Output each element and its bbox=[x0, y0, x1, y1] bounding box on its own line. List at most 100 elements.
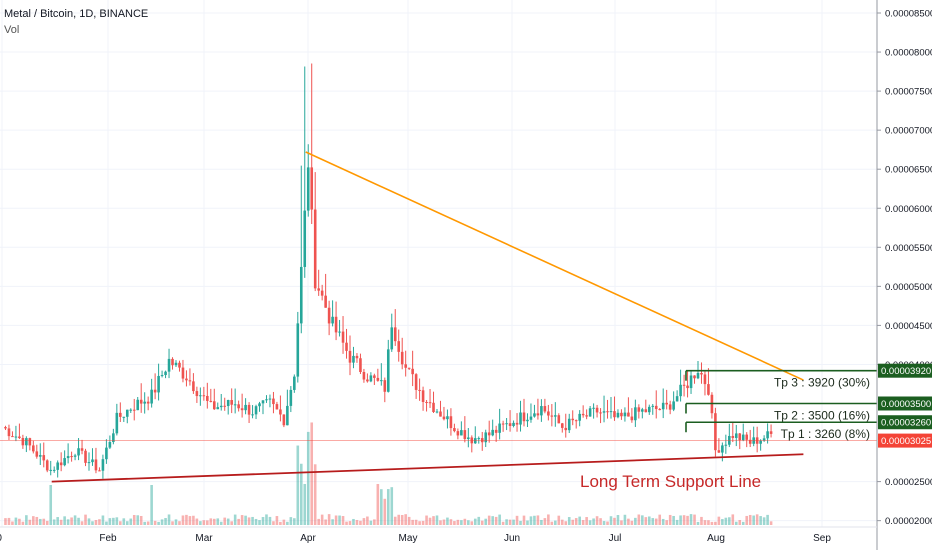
volume-bar bbox=[38, 518, 42, 525]
volume-bar bbox=[341, 516, 345, 525]
volume-bar bbox=[446, 517, 449, 525]
candle-body bbox=[543, 406, 547, 412]
candle-body bbox=[115, 412, 119, 434]
volume-bar bbox=[380, 489, 383, 525]
candle-body bbox=[237, 404, 240, 409]
candle-body bbox=[317, 288, 320, 291]
volume-bar bbox=[275, 516, 279, 525]
candle-body bbox=[254, 406, 258, 415]
volume-bar bbox=[550, 521, 554, 525]
volume-bar bbox=[153, 520, 157, 525]
volume-bar bbox=[543, 518, 547, 525]
volume-bar bbox=[226, 518, 230, 525]
volume-bar bbox=[439, 520, 442, 525]
volume-bar bbox=[623, 514, 627, 525]
volume-bar bbox=[35, 516, 39, 525]
volume-bar bbox=[755, 514, 759, 525]
candle-body bbox=[112, 433, 115, 443]
candles-layer bbox=[4, 63, 773, 479]
candle-body bbox=[265, 399, 268, 401]
candle-body bbox=[63, 458, 66, 466]
candle-body bbox=[498, 423, 501, 433]
volume-bar bbox=[536, 515, 540, 525]
price-tag-tp1 bbox=[878, 415, 932, 430]
volume-bar bbox=[595, 516, 599, 525]
price-axis[interactable]: 0.00008500 0.00008000 0.00007500 0.00007000… bbox=[876, 0, 932, 550]
candle-body bbox=[59, 462, 63, 466]
candle-body bbox=[668, 404, 672, 410]
volume-bar bbox=[529, 516, 533, 525]
candle-body bbox=[599, 412, 602, 414]
candle-body bbox=[25, 438, 28, 446]
volume-bar bbox=[244, 515, 247, 525]
candle-body bbox=[449, 416, 453, 429]
candle-body bbox=[703, 374, 707, 385]
candle-body bbox=[94, 459, 98, 471]
price-tag-label-current: 0.00003025 bbox=[881, 436, 931, 447]
volume-bar bbox=[87, 518, 91, 525]
candle-body bbox=[303, 210, 307, 267]
volume-bar bbox=[567, 517, 571, 525]
volume-bar bbox=[456, 519, 460, 525]
candle-body bbox=[77, 448, 80, 456]
candle-body bbox=[714, 413, 717, 451]
volume-bar bbox=[282, 519, 286, 525]
candle-body bbox=[644, 409, 648, 413]
candle-body bbox=[289, 389, 293, 406]
price-tick-label: 0.00004500 bbox=[885, 321, 932, 332]
volume-bar bbox=[682, 515, 686, 525]
volume-bar bbox=[181, 515, 185, 525]
candle-body bbox=[38, 455, 42, 457]
volume-bar bbox=[693, 514, 696, 525]
candle-body bbox=[199, 395, 202, 397]
candle-body bbox=[512, 422, 515, 426]
volume-bar bbox=[42, 518, 46, 525]
time-axis[interactable]: 2020 Feb Mar Apr May Jun Jul Aug Sep bbox=[0, 526, 877, 544]
candle-body bbox=[160, 375, 164, 377]
candle-body bbox=[348, 350, 352, 363]
volume-bar bbox=[421, 520, 425, 525]
candle-body bbox=[400, 351, 404, 365]
candle-body bbox=[435, 411, 439, 413]
volume-bar bbox=[98, 519, 101, 525]
candle-body bbox=[212, 401, 216, 410]
price-tick-label: 0.00007500 bbox=[885, 87, 932, 98]
candle-body bbox=[745, 434, 749, 440]
candle-body bbox=[407, 367, 411, 369]
candle-body bbox=[14, 436, 18, 438]
candle-body bbox=[366, 379, 369, 382]
volume-bar bbox=[432, 516, 435, 525]
candle-body bbox=[136, 399, 140, 411]
candle-body bbox=[4, 427, 7, 429]
volume-bar bbox=[324, 519, 327, 525]
volume-bar bbox=[769, 521, 773, 525]
candle-body bbox=[150, 389, 153, 404]
volume-layer bbox=[4, 422, 773, 525]
volume-bar bbox=[373, 519, 376, 525]
candle-body bbox=[439, 411, 442, 417]
volume-bar bbox=[658, 514, 662, 525]
volume-bar bbox=[533, 515, 536, 525]
volume-bar bbox=[609, 516, 613, 525]
candle-body bbox=[595, 407, 599, 413]
candle-body bbox=[522, 412, 526, 422]
candle-body bbox=[578, 413, 581, 421]
volume-bar bbox=[616, 515, 620, 525]
volume-bar bbox=[306, 431, 310, 525]
candle-body bbox=[171, 358, 174, 366]
candle-body bbox=[411, 368, 414, 375]
candle-body bbox=[536, 413, 540, 416]
volume-bar bbox=[710, 521, 714, 525]
candle-body bbox=[11, 436, 14, 438]
volume-bar bbox=[122, 518, 126, 525]
volume-bar bbox=[18, 518, 21, 525]
volume-bar bbox=[289, 517, 293, 525]
volume-bar bbox=[428, 517, 432, 525]
volume-bar bbox=[171, 521, 174, 525]
volume-bar bbox=[581, 520, 585, 525]
candle-body bbox=[508, 423, 512, 426]
candle-body bbox=[153, 389, 157, 393]
volume-bar bbox=[665, 520, 668, 525]
